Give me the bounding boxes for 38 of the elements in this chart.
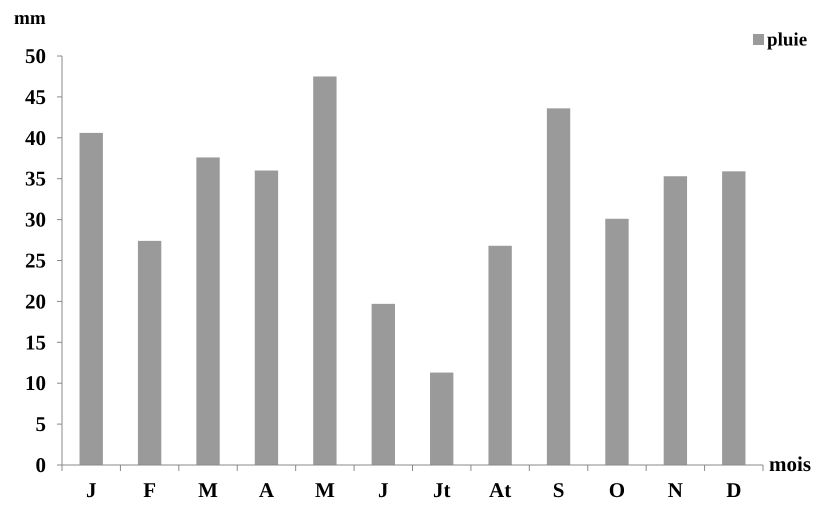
bar: [546, 108, 570, 465]
x-tick-label: N: [668, 478, 683, 502]
x-tick-label: M: [314, 478, 335, 502]
y-axis-title: mm: [14, 8, 46, 29]
x-tick-label: S: [552, 478, 564, 502]
x-tick-label: J: [378, 478, 389, 502]
y-tick-label: 0: [36, 453, 46, 477]
x-tick-label: J: [86, 478, 96, 502]
bar: [664, 176, 688, 465]
legend-label: pluie: [767, 30, 808, 50]
x-axis-title: mois: [769, 452, 811, 476]
x-tick-label: O: [608, 478, 626, 502]
bar: [196, 157, 220, 465]
bar: [254, 170, 278, 465]
x-tick-label: F: [143, 478, 156, 502]
y-tick-label: 50: [25, 44, 46, 68]
bar: [722, 171, 746, 465]
y-tick-label: 5: [36, 412, 46, 436]
bar: [313, 76, 337, 465]
y-tick-label: 15: [25, 330, 46, 354]
y-tick-label: 40: [25, 126, 46, 150]
y-tick-label: 25: [25, 248, 46, 272]
y-tick-label: 30: [25, 208, 46, 232]
bar: [605, 218, 629, 465]
y-tick-label: 20: [25, 289, 46, 314]
x-tick-label: Jt: [432, 478, 450, 502]
x-tick-label: A: [258, 478, 275, 502]
bar: [80, 132, 103, 465]
bar: [372, 304, 395, 465]
x-tick-label: At: [489, 478, 512, 502]
bar: [138, 240, 162, 465]
bar: [488, 246, 512, 465]
y-tick-label: 45: [25, 84, 46, 109]
y-tick-label: 35: [25, 166, 46, 191]
x-tick-label: M: [198, 478, 218, 502]
y-tick-label: 10: [25, 371, 46, 396]
x-tick-label: D: [726, 478, 742, 502]
bar: [430, 372, 454, 465]
